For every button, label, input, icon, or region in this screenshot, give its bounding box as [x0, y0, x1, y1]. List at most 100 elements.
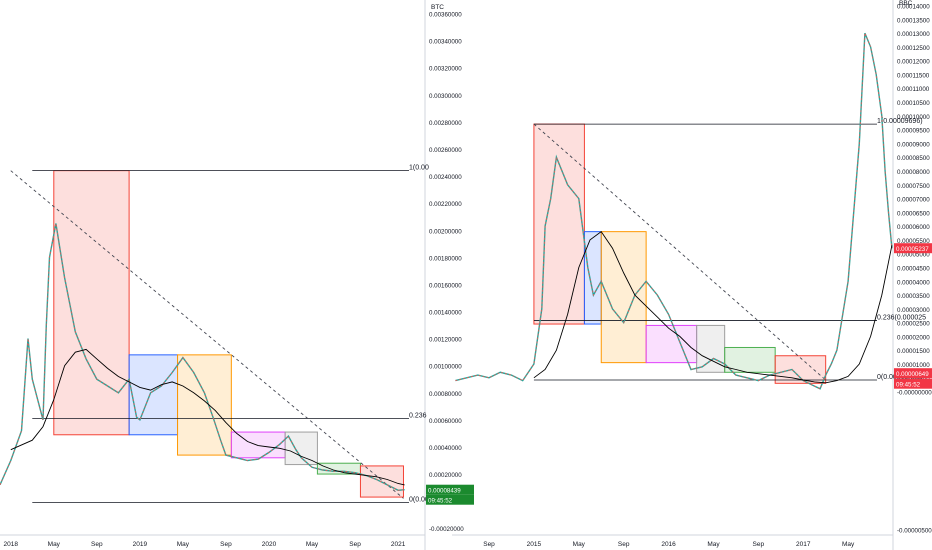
y-tick-label: 0.00011000 — [897, 86, 930, 93]
y-tick-label: 0.00008000 — [897, 169, 930, 176]
x-tick-label: 2019 — [133, 541, 148, 548]
y-tick-label: -0.00000500 — [897, 527, 932, 534]
range-box-1 — [533, 123, 585, 325]
y-tick-label: 0.00007000 — [897, 197, 930, 204]
last-price-badge-bg — [894, 243, 932, 254]
y-tick-label: 0.00013500 — [897, 17, 930, 24]
x-tick-label: May — [306, 541, 319, 548]
y-tick-label: 0.00320000 — [429, 66, 462, 73]
x-tick-label: Sep — [349, 541, 361, 548]
symbol-label: BTC — [431, 4, 444, 11]
y-tick-label: -0.00000000 — [897, 390, 932, 397]
y-tick-label: 0.00010500 — [897, 100, 930, 107]
y-tick-label: 0.00080000 — [429, 391, 462, 398]
y-tick-label: 0.00002500 — [897, 321, 930, 328]
y-tick-label: 0.00009500 — [897, 128, 930, 135]
y-tick-label: 0.00001500 — [897, 348, 930, 355]
y-tick-label: 0.00240000 — [429, 174, 462, 181]
secondary-price-badge: 0.00000649 — [896, 371, 929, 378]
y-tick-label: 0.00180000 — [429, 255, 462, 262]
y-tick-label: 0.00012500 — [897, 45, 930, 52]
y-tick-label: 0.00340000 — [429, 39, 462, 46]
price-series-down — [0, 223, 405, 491]
range-box-2 — [128, 354, 179, 436]
y-tick-label: 0.00004000 — [897, 279, 930, 286]
price-series-down — [455, 32, 893, 390]
range-box-1 — [53, 170, 130, 436]
countdown-badge: 09:45:52 — [428, 498, 453, 505]
y-tick-label: 0.00014000 — [897, 4, 930, 11]
range-box-3 — [600, 231, 647, 364]
y-tick-label: 0.00012000 — [897, 59, 930, 66]
y-tick-label: 0.00140000 — [429, 310, 462, 317]
x-tick-label: Sep — [753, 541, 765, 548]
y-tick-label: 0.00013000 — [897, 31, 930, 38]
y-tick-label: 0.00220000 — [429, 201, 462, 208]
countdown-badge-bg — [894, 378, 932, 389]
range-box-3 — [177, 354, 232, 456]
last-price-badge: 0.00008439 — [428, 488, 461, 495]
x-tick-label: 2015 — [527, 541, 542, 548]
moving-average-line — [533, 230, 893, 384]
x-tick-label: May — [573, 541, 586, 548]
countdown-badge: 09:45:52 — [896, 382, 921, 389]
trendline — [10, 170, 404, 499]
x-tick-label: 2021 — [391, 541, 406, 548]
y-tick-label: 0.00300000 — [429, 93, 462, 100]
y-tick-label: 0.00003500 — [897, 293, 930, 300]
x-tick-label: 2020 — [262, 541, 277, 548]
range-box-4 — [645, 324, 698, 364]
x-tick-label: Sep — [618, 541, 630, 548]
y-tick-label: 0.00004500 — [897, 266, 930, 273]
x-tick-label: Sep — [91, 541, 103, 548]
y-tick-label: 0.00060000 — [429, 418, 462, 425]
x-tick-label: May — [707, 541, 720, 548]
y-tick-label: 0.00005000 — [897, 252, 930, 259]
fib-level-label: 1(0.00009696) — [877, 118, 923, 125]
y-tick-label: 0.00010000 — [897, 114, 930, 121]
secondary-price-badge-bg — [894, 368, 932, 379]
range-box-5 — [696, 324, 726, 373]
symbol-label: BBC — [899, 0, 913, 7]
y-tick-label: 0.00011500 — [897, 72, 930, 79]
left-chart-panel[interactable]: 1(0.00 0.236 0(0.00 -0.00020000 0.00020000 0.… — [0, 0, 474, 550]
fib-level-label: 0(0.00 — [409, 496, 429, 503]
last-price-badge-bg — [426, 484, 474, 495]
y-tick-label: 0.00009000 — [897, 141, 930, 148]
right-chart-panel[interactable]: 1(0.00009696)0.236(0.0000250(0.00000420)… — [452, 0, 932, 550]
y-tick-label: 0.00007500 — [897, 183, 930, 190]
y-tick-label: 0.00008500 — [897, 155, 930, 162]
y-tick-label: 0.00003000 — [897, 307, 930, 314]
last-price-badge: 0.00005237 — [896, 246, 929, 253]
trendline — [533, 123, 826, 381]
x-tick-label: 2016 — [661, 541, 676, 548]
y-tick-label: 0.00040000 — [429, 445, 462, 452]
y-tick-label: 0.00005500 — [897, 238, 930, 245]
range-box-2 — [583, 231, 602, 325]
y-tick-label: 0.00001000 — [897, 362, 930, 369]
y-tick-label: 0.00020000 — [429, 472, 462, 479]
x-tick-label: 2018 — [4, 541, 19, 548]
y-tick-label: 0.00006000 — [897, 224, 930, 231]
y-tick-label: -0.00020000 — [429, 526, 464, 533]
x-tick-label: May — [177, 541, 190, 548]
y-tick-label: 0.00260000 — [429, 147, 462, 154]
fib-level-label: 0.236(0.000025 — [877, 315, 926, 322]
y-tick-label: 0.00200000 — [429, 228, 462, 235]
y-tick-label: 0.00360000 — [429, 12, 462, 19]
range-box-5 — [284, 431, 318, 466]
y-tick-label: 0.00002000 — [897, 334, 930, 341]
y-tick-label: 0.00100000 — [429, 364, 462, 371]
y-tick-label: 0.00280000 — [429, 120, 462, 127]
x-tick-label: Sep — [220, 541, 232, 548]
x-tick-label: 2017 — [796, 541, 811, 548]
y-tick-label: 0.00120000 — [429, 337, 462, 344]
fib-level-label: 1(0.00 — [409, 165, 429, 172]
x-tick-label: May — [842, 541, 855, 548]
fib-level-label: 0.236 — [409, 413, 427, 420]
y-tick-label: 0.00160000 — [429, 282, 462, 289]
moving-average-line — [10, 348, 405, 486]
x-tick-label: May — [48, 541, 61, 548]
